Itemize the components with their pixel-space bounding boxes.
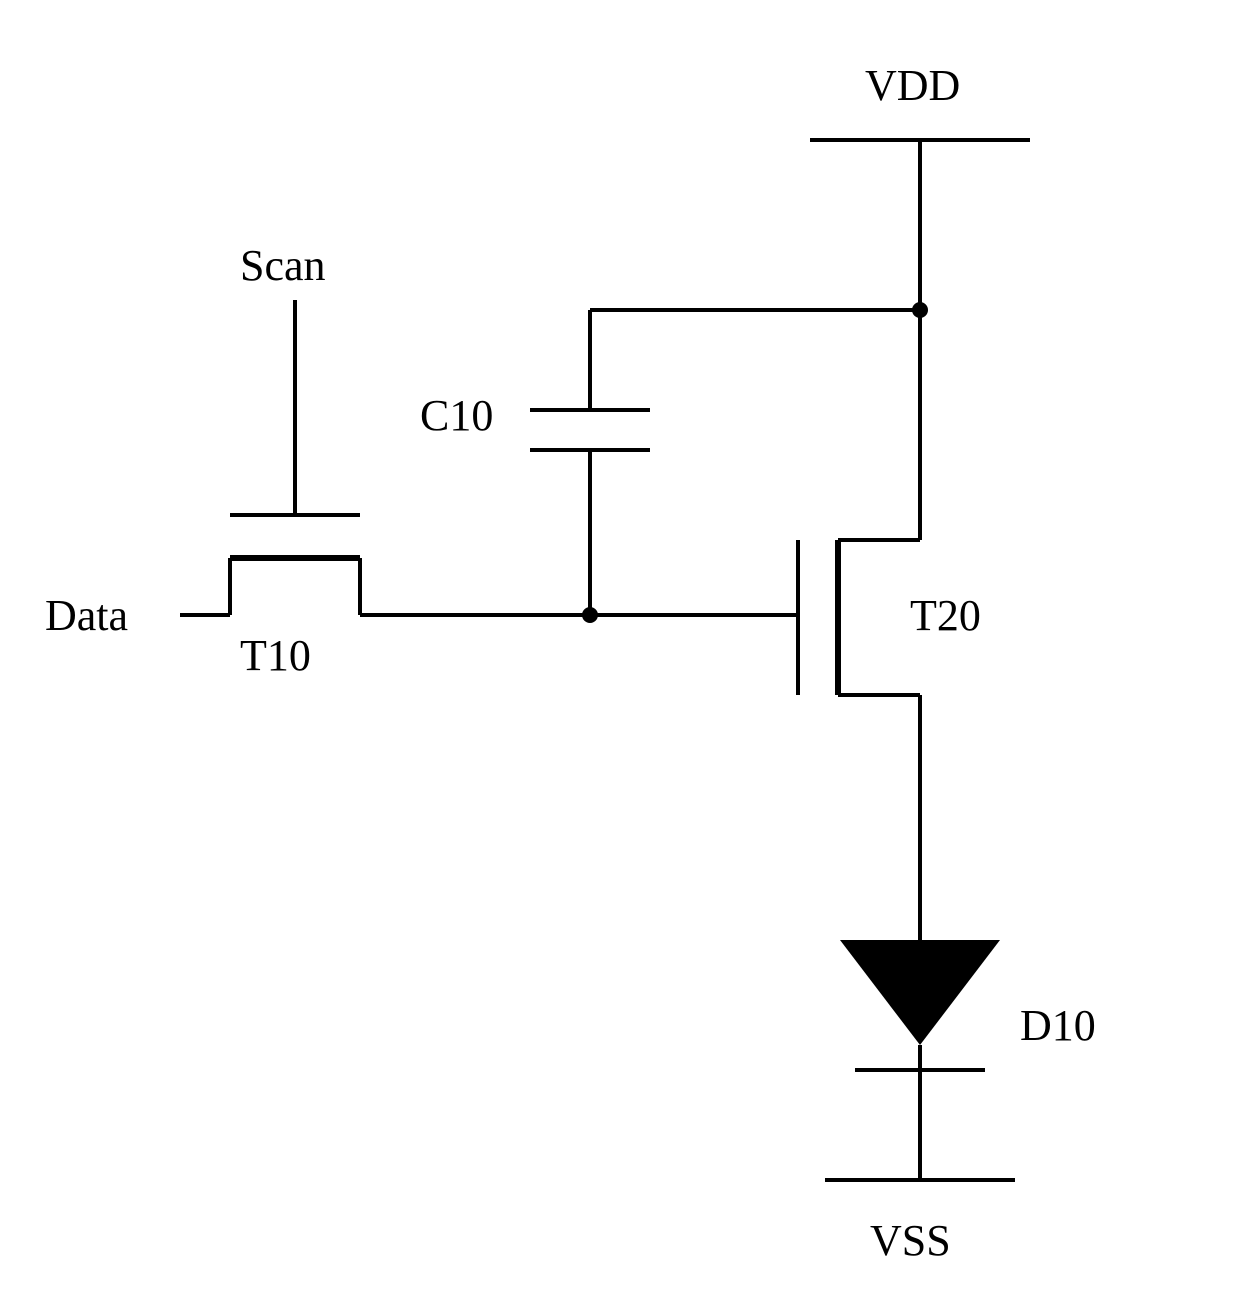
node-top-right bbox=[912, 302, 928, 318]
node-gate bbox=[582, 607, 598, 623]
label-d10: D10 bbox=[1020, 1001, 1096, 1050]
label-vss: VSS bbox=[870, 1216, 951, 1265]
label-t20: T20 bbox=[910, 591, 981, 640]
label-scan: Scan bbox=[240, 241, 326, 290]
label-data: Data bbox=[45, 591, 128, 640]
label-c10: C10 bbox=[420, 391, 493, 440]
label-vdd: VDD bbox=[865, 61, 960, 110]
circuit-diagram: VDD VSS Scan Data T10 T20 C10 D10 bbox=[0, 0, 1240, 1299]
diode-triangle bbox=[840, 940, 1000, 1045]
label-t10: T10 bbox=[240, 631, 311, 680]
